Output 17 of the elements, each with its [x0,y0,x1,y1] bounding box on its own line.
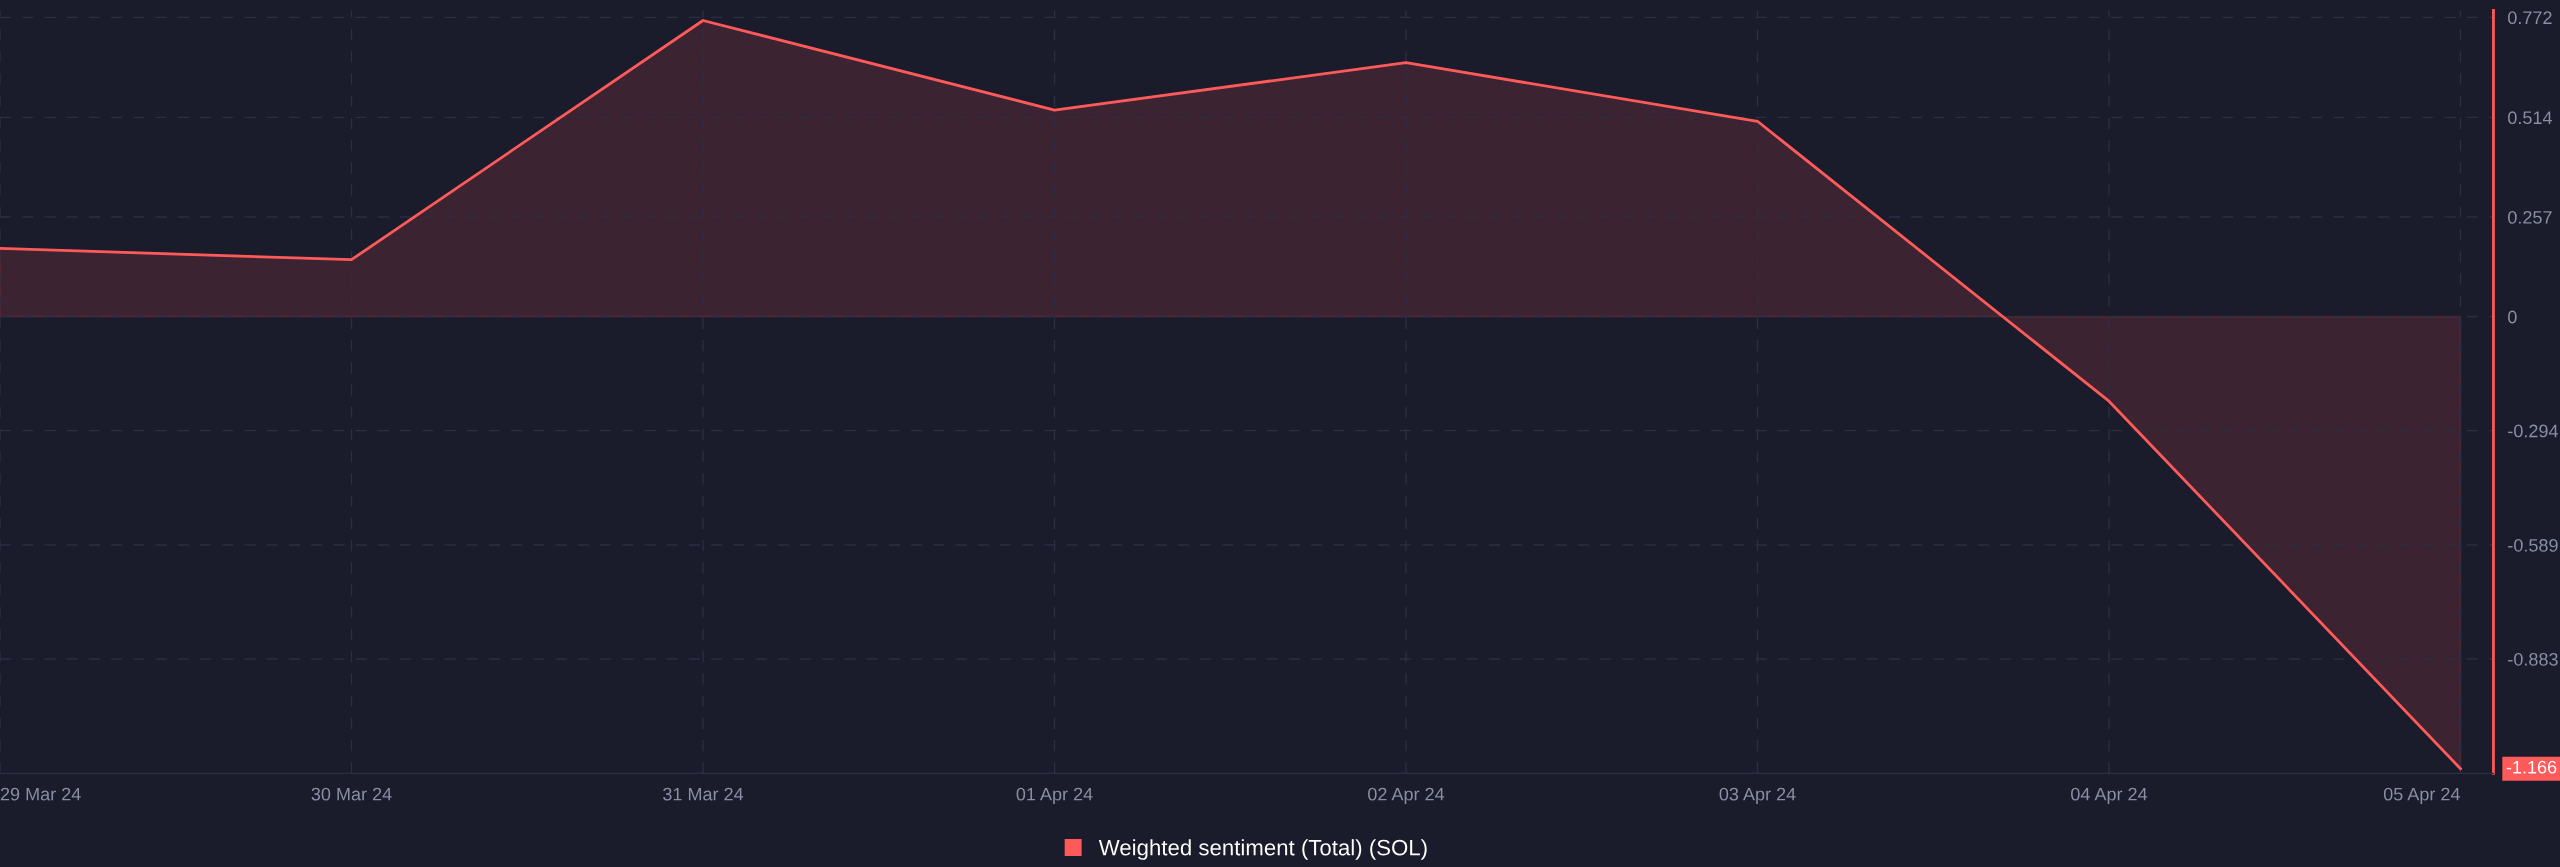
x-tick-label: 30 Mar 24 [311,787,392,801]
x-tick-label: 31 Mar 24 [663,787,744,801]
x-tick-label: 02 Apr 24 [1368,787,1445,805]
y-tick-label: 0.772 [2508,11,2552,25]
x-tick-label: 01 Apr 24 [1016,787,1093,805]
annotation: -1.166 [2506,760,2557,774]
y-tick-label: -0.294 [2508,424,2558,438]
y-tick-label: -0.883 [2508,652,2558,666]
x-tick-label: 04 Apr 24 [2071,787,2148,805]
y-tick-label: 0.257 [2508,210,2552,224]
y-tick-label: -0.589 [2508,538,2558,552]
x-tick-label: 03 Apr 24 [1719,787,1796,805]
legend-label: Weighted sentiment (Total) (SOL) [1098,839,1427,860]
x-tick-label: 29 Mar 24 [0,787,81,801]
x-tick-label: 05 Apr 24 [2383,787,2460,805]
y-tick-label: 0 [2508,310,2517,324]
y-tick-label: 0.514 [2508,111,2552,125]
